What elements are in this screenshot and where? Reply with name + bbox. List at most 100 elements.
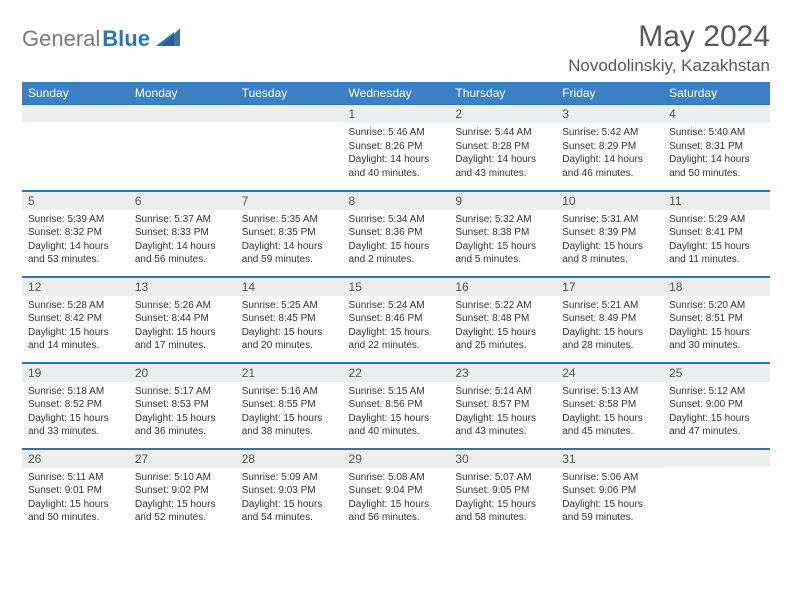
weekday-header: Thursday <box>449 82 556 104</box>
day-detail-line: and 59 minutes. <box>242 253 337 267</box>
weekday-header: Sunday <box>22 82 129 104</box>
day-detail-line: Sunrise: 5:40 AM <box>669 126 764 140</box>
day-detail-line: Daylight: 15 hours <box>28 326 123 340</box>
calendar-cell: 12Sunrise: 5:28 AMSunset: 8:42 PMDayligh… <box>22 276 129 362</box>
day-detail-line: Daylight: 15 hours <box>242 326 337 340</box>
day-detail-line: Sunset: 8:35 PM <box>242 226 337 240</box>
day-details: Sunrise: 5:31 AMSunset: 8:39 PMDaylight:… <box>556 210 663 271</box>
day-detail-line: Sunset: 8:48 PM <box>455 312 550 326</box>
day-detail-line: and 53 minutes. <box>28 253 123 267</box>
day-detail-line: Sunset: 8:53 PM <box>135 398 230 412</box>
day-detail-line: Sunset: 8:26 PM <box>349 140 444 154</box>
day-detail-line: Sunset: 9:01 PM <box>28 484 123 498</box>
day-details: Sunrise: 5:26 AMSunset: 8:44 PMDaylight:… <box>129 296 236 357</box>
day-detail-line: Daylight: 15 hours <box>455 498 550 512</box>
day-detail-line: Sunset: 8:42 PM <box>28 312 123 326</box>
calendar-cell: 16Sunrise: 5:22 AMSunset: 8:48 PMDayligh… <box>449 276 556 362</box>
calendar-cell: 15Sunrise: 5:24 AMSunset: 8:46 PMDayligh… <box>343 276 450 362</box>
day-detail-line: Daylight: 15 hours <box>562 412 657 426</box>
weekday-header: Tuesday <box>236 82 343 104</box>
empty-day-header <box>22 104 129 122</box>
day-detail-line: and 50 minutes. <box>28 511 123 525</box>
day-number: 4 <box>663 104 770 123</box>
day-detail-line: Sunset: 9:03 PM <box>242 484 337 498</box>
calendar-cell: 5Sunrise: 5:39 AMSunset: 8:32 PMDaylight… <box>22 190 129 276</box>
day-detail-line: Sunrise: 5:12 AM <box>669 385 764 399</box>
brand-second: Blue <box>102 26 150 52</box>
day-detail-line: and 52 minutes. <box>135 511 230 525</box>
brand-triangle-icon <box>156 28 180 51</box>
day-detail-line: Sunset: 8:45 PM <box>242 312 337 326</box>
calendar-cell: 2Sunrise: 5:44 AMSunset: 8:28 PMDaylight… <box>449 104 556 190</box>
day-detail-line: Daylight: 15 hours <box>669 326 764 340</box>
weekday-header-row: Sunday Monday Tuesday Wednesday Thursday… <box>22 82 770 104</box>
day-detail-line: Daylight: 14 hours <box>349 153 444 167</box>
day-detail-line: Daylight: 15 hours <box>242 412 337 426</box>
day-details: Sunrise: 5:13 AMSunset: 8:58 PMDaylight:… <box>556 382 663 443</box>
day-detail-line: Sunset: 8:51 PM <box>669 312 764 326</box>
calendar-week-row: 12Sunrise: 5:28 AMSunset: 8:42 PMDayligh… <box>22 276 770 362</box>
day-detail-line: Sunrise: 5:21 AM <box>562 299 657 313</box>
day-details: Sunrise: 5:21 AMSunset: 8:49 PMDaylight:… <box>556 296 663 357</box>
day-detail-line: Daylight: 15 hours <box>349 412 444 426</box>
day-detail-line: and 43 minutes. <box>455 425 550 439</box>
month-title: May 2024 <box>568 20 770 54</box>
day-detail-line: Daylight: 14 hours <box>562 153 657 167</box>
day-detail-line: and 36 minutes. <box>135 425 230 439</box>
calendar-week-row: 1Sunrise: 5:46 AMSunset: 8:26 PMDaylight… <box>22 104 770 190</box>
day-detail-line: Sunrise: 5:25 AM <box>242 299 337 313</box>
day-detail-line: Sunrise: 5:08 AM <box>349 471 444 485</box>
day-number: 25 <box>663 363 770 382</box>
day-number: 9 <box>449 191 556 210</box>
day-number: 14 <box>236 277 343 296</box>
day-number: 1 <box>343 104 450 123</box>
day-detail-line: Daylight: 14 hours <box>669 153 764 167</box>
day-number: 21 <box>236 363 343 382</box>
day-detail-line: and 54 minutes. <box>242 511 337 525</box>
day-detail-line: Sunset: 9:04 PM <box>349 484 444 498</box>
empty-day-header <box>129 104 236 122</box>
calendar-cell: 7Sunrise: 5:35 AMSunset: 8:35 PMDaylight… <box>236 190 343 276</box>
day-number: 17 <box>556 277 663 296</box>
day-details: Sunrise: 5:28 AMSunset: 8:42 PMDaylight:… <box>22 296 129 357</box>
calendar-cell: 3Sunrise: 5:42 AMSunset: 8:29 PMDaylight… <box>556 104 663 190</box>
calendar-cell: 23Sunrise: 5:14 AMSunset: 8:57 PMDayligh… <box>449 362 556 448</box>
day-detail-line: Sunrise: 5:16 AM <box>242 385 337 399</box>
day-detail-line: Sunset: 8:39 PM <box>562 226 657 240</box>
day-details: Sunrise: 5:15 AMSunset: 8:56 PMDaylight:… <box>343 382 450 443</box>
day-detail-line: and 2 minutes. <box>349 253 444 267</box>
day-detail-line: Daylight: 15 hours <box>242 498 337 512</box>
day-detail-line: Daylight: 15 hours <box>669 240 764 254</box>
day-detail-line: and 20 minutes. <box>242 339 337 353</box>
day-details: Sunrise: 5:44 AMSunset: 8:28 PMDaylight:… <box>449 123 556 184</box>
calendar-cell: 17Sunrise: 5:21 AMSunset: 8:49 PMDayligh… <box>556 276 663 362</box>
day-detail-line: Sunrise: 5:09 AM <box>242 471 337 485</box>
day-detail-line: Sunrise: 5:32 AM <box>455 213 550 227</box>
day-number: 27 <box>129 449 236 468</box>
day-details: Sunrise: 5:25 AMSunset: 8:45 PMDaylight:… <box>236 296 343 357</box>
day-detail-line: Daylight: 15 hours <box>135 498 230 512</box>
day-details: Sunrise: 5:09 AMSunset: 9:03 PMDaylight:… <box>236 468 343 529</box>
day-details: Sunrise: 5:35 AMSunset: 8:35 PMDaylight:… <box>236 210 343 271</box>
day-number: 8 <box>343 191 450 210</box>
day-detail-line: Daylight: 15 hours <box>135 326 230 340</box>
calendar-cell: 11Sunrise: 5:29 AMSunset: 8:41 PMDayligh… <box>663 190 770 276</box>
day-detail-line: and 30 minutes. <box>669 339 764 353</box>
calendar-cell: 29Sunrise: 5:08 AMSunset: 9:04 PMDayligh… <box>343 448 450 534</box>
calendar-week-row: 5Sunrise: 5:39 AMSunset: 8:32 PMDaylight… <box>22 190 770 276</box>
day-detail-line: and 11 minutes. <box>669 253 764 267</box>
weekday-header: Wednesday <box>343 82 450 104</box>
day-detail-line: Sunset: 8:36 PM <box>349 226 444 240</box>
day-detail-line: Sunrise: 5:10 AM <box>135 471 230 485</box>
day-detail-line: Sunrise: 5:24 AM <box>349 299 444 313</box>
day-detail-line: Sunrise: 5:34 AM <box>349 213 444 227</box>
day-number: 12 <box>22 277 129 296</box>
day-details: Sunrise: 5:34 AMSunset: 8:36 PMDaylight:… <box>343 210 450 271</box>
location: Novodolinskiy, Kazakhstan <box>568 56 770 76</box>
day-detail-line: and 59 minutes. <box>562 511 657 525</box>
day-number: 7 <box>236 191 343 210</box>
day-detail-line: and 25 minutes. <box>455 339 550 353</box>
day-detail-line: Sunset: 8:52 PM <box>28 398 123 412</box>
calendar-cell: 13Sunrise: 5:26 AMSunset: 8:44 PMDayligh… <box>129 276 236 362</box>
day-detail-line: and 33 minutes. <box>28 425 123 439</box>
